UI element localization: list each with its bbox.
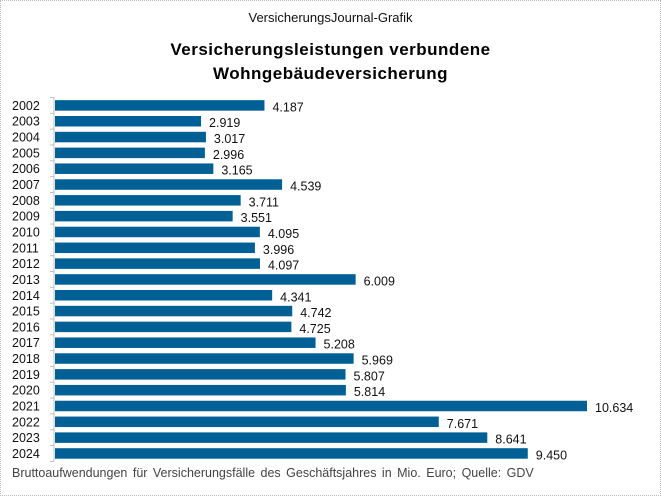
bar-2014	[55, 290, 273, 301]
data-label: 3.996	[263, 243, 294, 257]
y-tick-label: 2011	[12, 241, 39, 255]
y-tick-label: 2019	[12, 368, 40, 382]
data-label: 4.187	[272, 100, 303, 114]
bar-2006	[55, 163, 214, 174]
data-label: 4.539	[290, 180, 321, 194]
data-label: 5.807	[354, 369, 385, 383]
bar-2010	[55, 226, 260, 238]
data-label: 2.996	[213, 148, 244, 162]
data-label: 4.725	[299, 322, 330, 336]
bar-2005	[55, 147, 205, 159]
y-tick-label: 2005	[12, 146, 40, 160]
data-label: 3.017	[214, 132, 245, 146]
bar-2020	[55, 384, 346, 396]
bar-2015	[55, 305, 293, 317]
bar-2019	[55, 369, 346, 380]
data-label: 7.671	[447, 417, 478, 431]
chart-title-line2: Wohngebäudeversicherung	[212, 64, 449, 83]
data-label: 2.919	[209, 116, 240, 130]
data-label: 9.450	[536, 448, 567, 462]
y-tick-label: 2004	[12, 131, 40, 145]
y-tick-label: 2023	[12, 431, 40, 445]
bar-2003	[55, 115, 202, 127]
chart-source: VersicherungsJournal-Grafik	[248, 10, 413, 25]
data-label: 3.551	[241, 211, 272, 225]
y-tick-label: 2016	[12, 320, 40, 334]
data-label: 4.341	[280, 290, 311, 304]
y-tick-label: 2013	[12, 273, 40, 287]
bar-2004	[55, 131, 206, 143]
bar-2007	[55, 179, 283, 190]
y-tick-label: 2012	[12, 257, 40, 271]
bar-2008	[55, 195, 241, 206]
y-tick-label: 2015	[12, 305, 40, 319]
data-label: 4.095	[268, 227, 299, 241]
data-label: 5.969	[362, 354, 393, 368]
chart-title: Versicherungsleistungen verbundene Wohng…	[0, 38, 661, 86]
bar-2018	[55, 353, 354, 364]
y-tick-label: 2017	[12, 336, 40, 350]
bar-2021	[55, 400, 587, 412]
y-tick-label: 2020	[12, 384, 40, 398]
y-tick-label: 2014	[12, 289, 40, 303]
y-tick-label: 2018	[12, 352, 40, 366]
bar-2024	[55, 448, 528, 459]
data-label: 6.009	[364, 274, 395, 288]
data-label: 3.165	[221, 164, 252, 178]
y-tick-label: 2024	[12, 447, 40, 461]
y-tick-label: 2003	[12, 115, 40, 129]
y-tick-label: 2006	[12, 162, 40, 176]
data-label: 3.711	[249, 195, 279, 209]
y-tick-label: 2007	[12, 178, 40, 192]
chart-footnote: Bruttoaufwendungen für Versicherungsfäll…	[12, 466, 534, 480]
bar-2022	[55, 416, 439, 428]
y-tick-label: 2022	[12, 415, 40, 429]
bar-2023	[55, 432, 488, 443]
data-label: 8.641	[495, 433, 526, 447]
bar-2016	[55, 321, 292, 333]
y-tick-label: 2021	[12, 399, 40, 413]
bar-2017	[55, 337, 316, 348]
data-label: 4.742	[300, 306, 331, 320]
data-label: 4.097	[268, 259, 299, 273]
chart-title-line1: Versicherungsleistungen verbundene	[170, 40, 491, 59]
y-tick-label: 2002	[12, 99, 40, 113]
bar-2012	[55, 258, 260, 269]
bar-2002	[55, 100, 265, 111]
y-tick-label: 2010	[12, 225, 40, 239]
bar-2013	[55, 274, 356, 285]
bar-2009	[55, 210, 233, 222]
y-tick-label: 2008	[12, 194, 40, 208]
data-label: 10.634	[595, 401, 633, 415]
data-label: 5.814	[354, 385, 385, 399]
bar-2011	[55, 242, 255, 254]
data-label: 5.208	[324, 338, 355, 352]
y-tick-label: 2009	[12, 210, 40, 224]
